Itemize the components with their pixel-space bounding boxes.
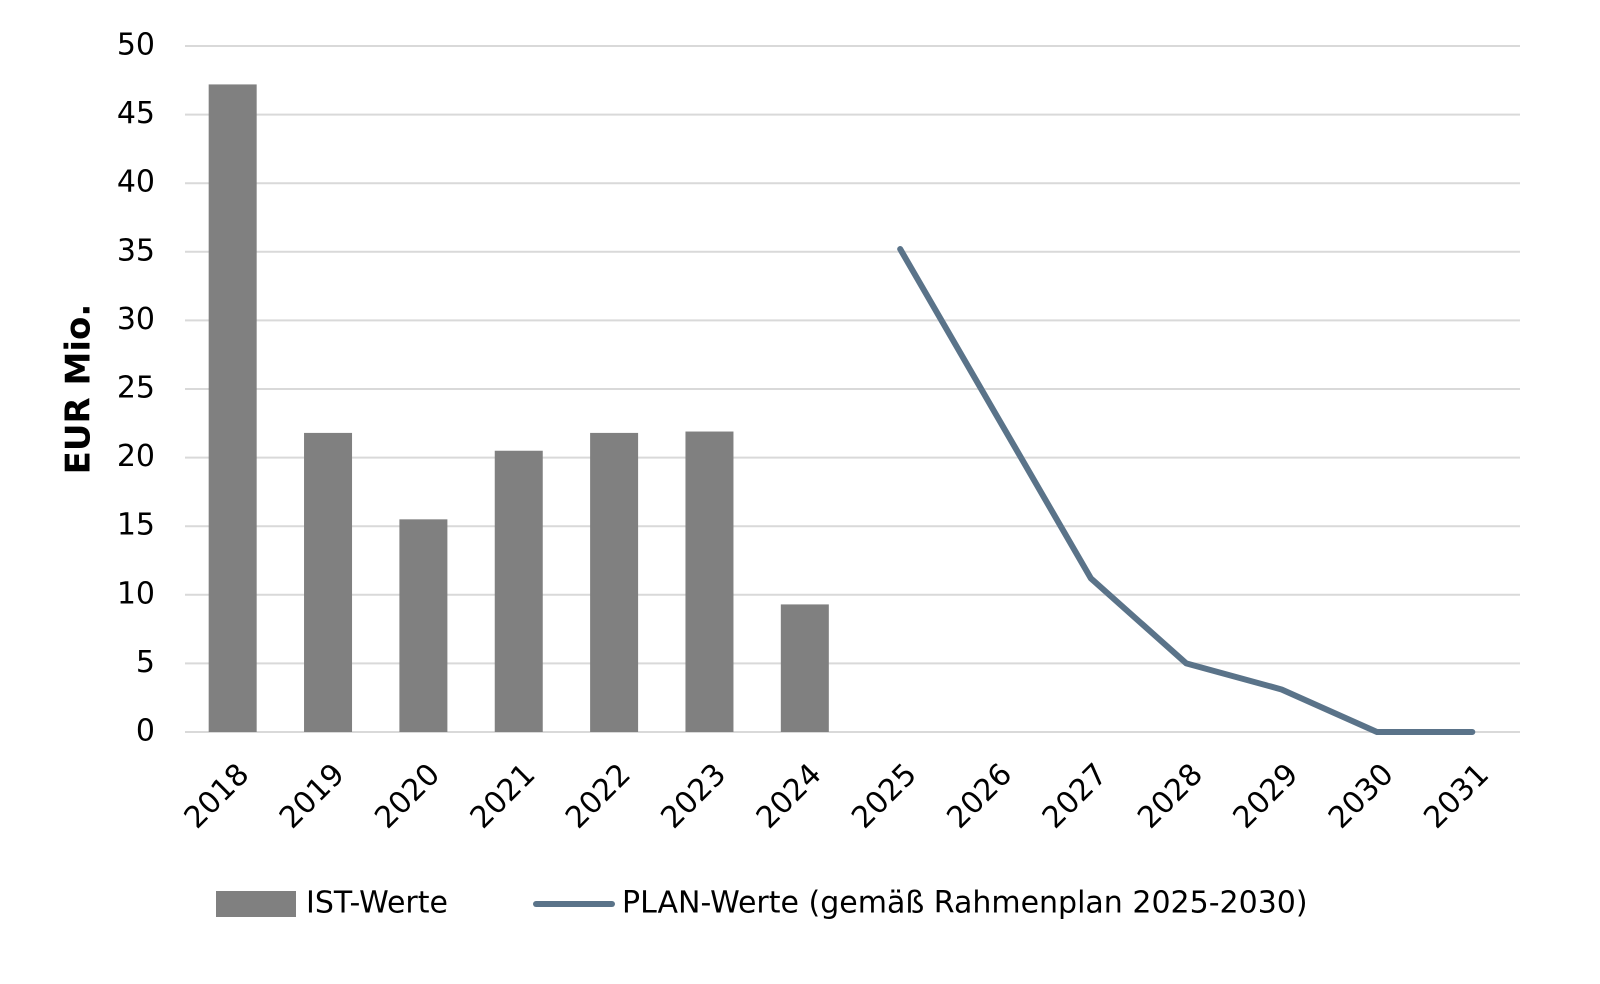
x-tick-label: 2024 — [750, 757, 829, 836]
x-tick-label: 2026 — [940, 757, 1019, 836]
x-tick-label: 2029 — [1227, 757, 1306, 836]
bar — [685, 431, 734, 732]
y-axis-label: EUR Mio. — [59, 304, 99, 475]
y-tick-label: 25 — [117, 371, 155, 406]
bar — [208, 84, 257, 732]
y-tick-label: 45 — [117, 96, 155, 131]
y-tick-label: 15 — [117, 508, 155, 543]
bar — [494, 450, 543, 732]
legend-label: PLAN-Werte (gemäß Rahmenplan 2025-2030) — [622, 886, 1308, 921]
y-tick-label: 40 — [117, 165, 155, 200]
x-tick-label: 2028 — [1131, 757, 1210, 836]
x-tick-label: 2023 — [654, 757, 733, 836]
x-tick-label: 2027 — [1036, 757, 1115, 836]
x-tick-label: 2022 — [559, 757, 638, 836]
legend-swatch — [216, 891, 296, 917]
x-tick-label: 2031 — [1417, 757, 1496, 836]
y-tick-label: 10 — [117, 576, 155, 611]
x-tick-label: 2020 — [368, 757, 447, 836]
x-tick-label: 2021 — [464, 757, 543, 836]
bar — [304, 432, 353, 732]
legend-label: IST-Werte — [306, 886, 448, 921]
bar — [590, 432, 639, 732]
x-tick-label: 2030 — [1322, 757, 1401, 836]
y-tick-label: 0 — [136, 714, 155, 749]
bar — [780, 604, 829, 732]
y-tick-label: 50 — [117, 28, 155, 63]
line — [897, 246, 1476, 735]
bar — [399, 519, 448, 732]
y-tick-label: 5 — [136, 645, 155, 680]
x-tick-label: 2025 — [845, 757, 924, 836]
x-tick-label: 2019 — [273, 757, 352, 836]
y-tick-label: 30 — [117, 302, 155, 337]
y-tick-label: 20 — [117, 439, 155, 474]
x-tick-label: 2018 — [178, 757, 257, 836]
y-tick-label: 35 — [117, 233, 155, 268]
